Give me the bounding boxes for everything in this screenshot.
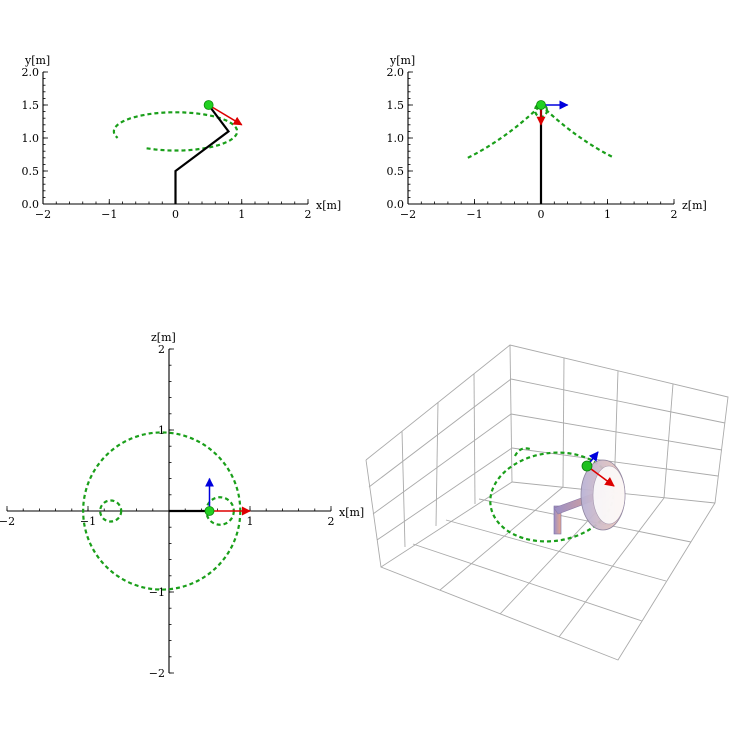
y-tick-label: 0.5 xyxy=(22,165,40,178)
plot-top-right-zy: −2 −1 0 1 2 0.0 0.5 1.0 1.5 2.0 z[m] y[m] xyxy=(387,54,707,221)
y-tick-label: −2 xyxy=(149,667,165,680)
x-tick-label: 0 xyxy=(538,208,545,221)
x-tick-label: 2 xyxy=(328,515,335,528)
y-axis-label: y[m] xyxy=(389,54,415,67)
plot-top-left-xy: −2 −1 0 1 2 0.0 0.5 1.0 1.5 2.0 x[m] y[m] xyxy=(22,54,342,221)
y-tick-label: 1.0 xyxy=(22,132,40,145)
y-tick-label: 2.0 xyxy=(22,66,40,79)
y-axis-label: y[m] xyxy=(24,54,50,67)
x-tick-label: 0 xyxy=(172,208,179,221)
end-effector xyxy=(203,100,214,110)
red-axis-arrow xyxy=(208,104,243,126)
x-axis-label: z[m] xyxy=(682,199,707,212)
trajectory-curve xyxy=(540,104,615,159)
y-tick-label: 1.5 xyxy=(22,99,40,112)
y-tick-label: 1 xyxy=(158,424,165,437)
y-axis-label: z[m] xyxy=(151,331,176,344)
x-tick-label: −2 xyxy=(0,515,15,528)
3d-bounding-box xyxy=(365,344,729,661)
y-tick-label: 1.5 xyxy=(387,99,405,112)
x-tick-label: 1 xyxy=(604,208,611,221)
x-tick-label: −2 xyxy=(35,208,51,221)
y-tick-label: −1 xyxy=(149,586,165,599)
x-axis-label: x[m] xyxy=(339,506,364,519)
x-tick-label: 1 xyxy=(247,515,254,528)
x-tick-label: 2 xyxy=(671,208,678,221)
x-axis-label: x[m] xyxy=(316,199,341,212)
y-tick-label: 2 xyxy=(158,343,165,356)
y-tick-label: 0.0 xyxy=(22,198,40,211)
y-tick-label: 2.0 xyxy=(387,66,405,79)
trajectory-curve xyxy=(467,104,542,159)
x-tick-label: −1 xyxy=(101,208,117,221)
x-tick-label: −1 xyxy=(466,208,482,221)
robot-arm xyxy=(174,104,231,204)
end-effector xyxy=(536,100,546,110)
y-tick-label: 0.0 xyxy=(387,198,405,211)
y-tick-label: 1.0 xyxy=(387,132,405,145)
3d-arm xyxy=(553,451,626,535)
trajectory-loop xyxy=(99,499,123,523)
end-effector xyxy=(204,506,215,516)
x-tick-label: 2 xyxy=(305,208,312,221)
x-tick-label: 1 xyxy=(238,208,245,221)
x-tick-label: −2 xyxy=(400,208,416,221)
plot-3d-view xyxy=(365,344,729,661)
trajectory-curve xyxy=(112,111,239,152)
y-tick-label: 0.5 xyxy=(387,165,405,178)
